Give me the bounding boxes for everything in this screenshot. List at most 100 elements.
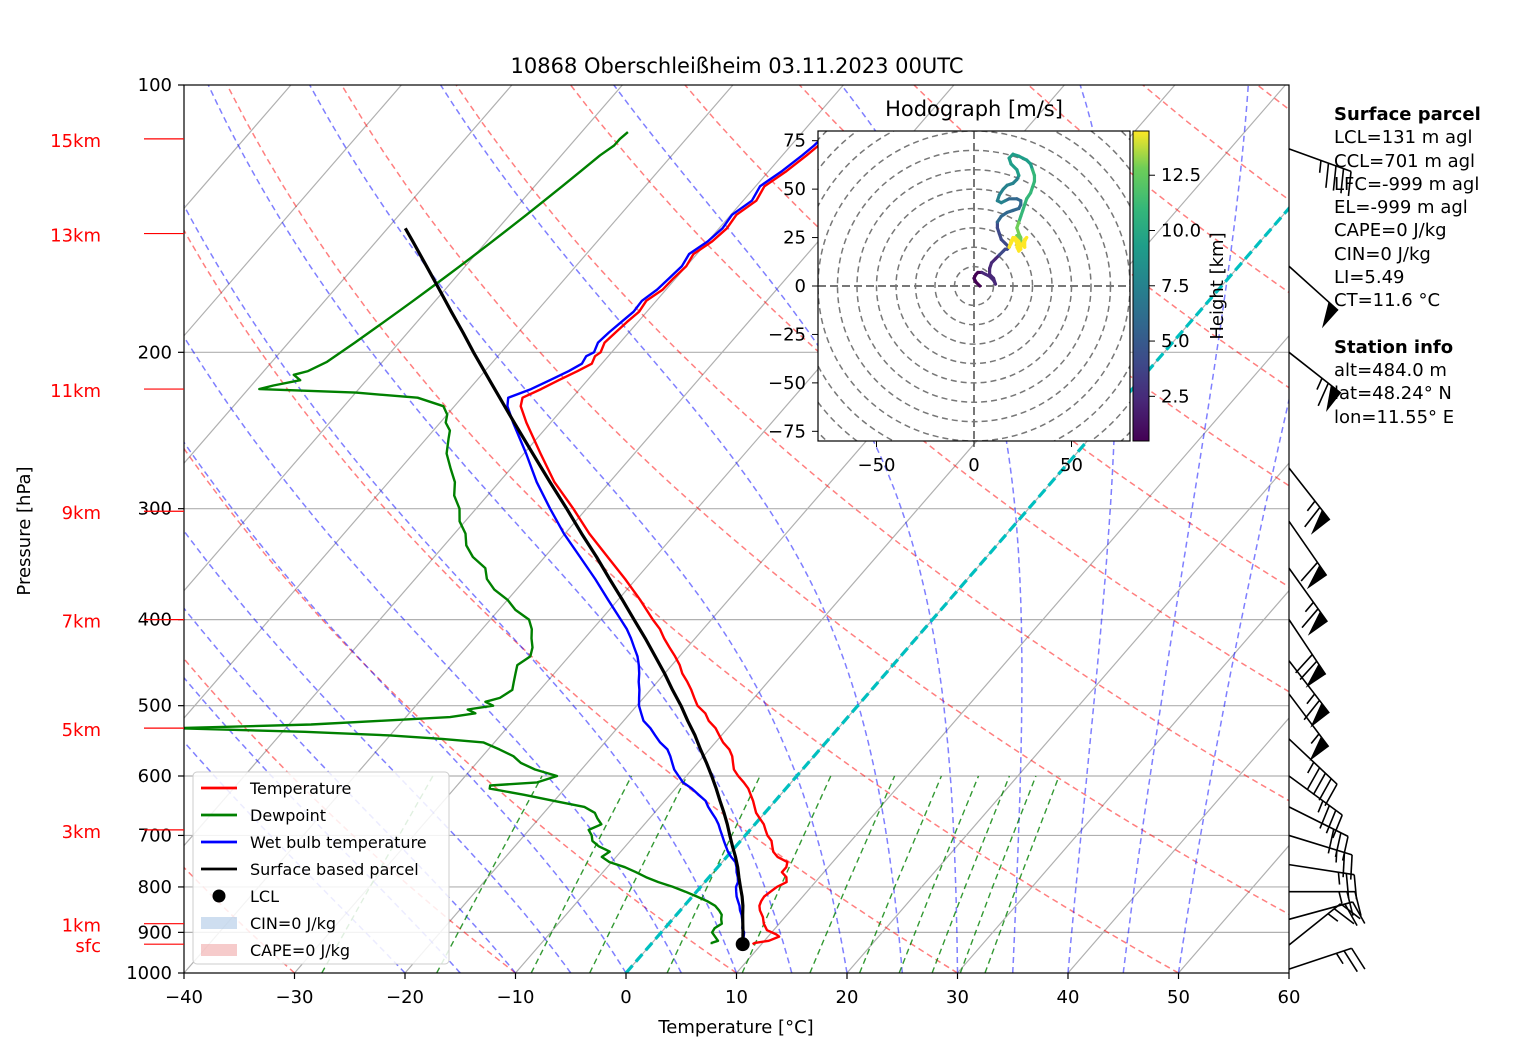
chart-title: 10868 Oberschleißheim 03.11.2023 00UTC	[511, 54, 964, 78]
barb-feather	[1340, 903, 1361, 920]
lcl-value: LCL=131 m agl	[1334, 127, 1473, 149]
wind-barb	[1288, 148, 1352, 197]
barb-feather	[1347, 171, 1352, 197]
isotherm-line	[515, 85, 1286, 973]
y-tick-label: 700	[138, 825, 172, 846]
barb-feather	[1303, 699, 1321, 721]
barb-feather	[1295, 654, 1313, 674]
barb-feather	[1319, 805, 1331, 829]
barb-feather	[1324, 783, 1338, 807]
hodograph-y-tick-label: 25	[783, 228, 806, 249]
height-label: 15km	[50, 131, 101, 152]
moist-adiabat-line	[184, 441, 627, 973]
barb-feather	[1344, 903, 1358, 926]
height-label: sfc	[75, 936, 101, 957]
barb-feather	[1350, 947, 1366, 970]
isotherm-line	[1067, 717, 1289, 973]
mixing-ratio-line	[666, 775, 761, 973]
wind-barb	[1288, 903, 1361, 946]
dry-adiabat-line	[184, 447, 737, 973]
barb-feather	[1316, 377, 1323, 390]
x-tick-label: 40	[1057, 987, 1080, 1008]
barb-feather	[1306, 767, 1321, 790]
hodograph-rings	[818, 131, 1130, 441]
moist-adiabat-line	[439, 85, 904, 973]
legend-swatch	[201, 917, 237, 929]
background-lines	[184, 85, 1289, 973]
colorbar-tick-label: 12.5	[1161, 165, 1201, 186]
wind-barb	[1288, 693, 1330, 762]
wind-barb	[1288, 775, 1343, 839]
barb-flag	[1310, 509, 1330, 535]
legend-label: Temperature	[249, 779, 351, 798]
barb-feather	[1301, 608, 1319, 629]
barb-flag	[1307, 611, 1328, 636]
hodograph-y-tick-label: 50	[783, 179, 806, 200]
barb-feather	[1300, 561, 1319, 582]
wind-barb	[1288, 265, 1339, 329]
x-tick-label: 20	[836, 987, 859, 1008]
barb-flag	[1322, 301, 1339, 329]
colorbar-tick-label: 7.5	[1161, 276, 1190, 297]
wind-barb	[1288, 806, 1349, 861]
isotherm-line	[957, 589, 1289, 973]
barb-flag	[1310, 702, 1330, 728]
moist-adiabat-line	[184, 607, 517, 973]
hodograph-y-tick-label: −75	[768, 421, 806, 442]
barb-feather	[1345, 873, 1350, 899]
mixing-ratio-line	[809, 775, 896, 973]
y-tick-label: 600	[138, 766, 172, 787]
barb-shaft	[1288, 148, 1352, 173]
mixing-ratio-line	[436, 775, 543, 973]
isotherm-line	[846, 462, 1289, 973]
colorbar-tick-label: 10.0	[1161, 221, 1201, 242]
isotherm-line	[184, 85, 402, 337]
wind-barb	[1288, 520, 1328, 590]
barb-feather	[1327, 913, 1339, 922]
moist-adiabat-line	[1067, 85, 1117, 973]
barb-feather	[1333, 908, 1355, 925]
y-tick-label: 500	[138, 696, 172, 717]
y-tick-label: 300	[138, 499, 172, 520]
axes: −40 −30 −20 −10 0 10 20 30 40 50 60100200300400500…	[126, 75, 1300, 1008]
colorbar-tick-label: 2.5	[1161, 386, 1190, 407]
height-label: 11km	[50, 381, 101, 402]
wind-barb	[1288, 619, 1327, 688]
colorbar-label: Height [km]	[1207, 232, 1228, 339]
x-tick-label: 0	[620, 987, 631, 1008]
wind-barb	[1288, 660, 1330, 728]
wind-barb	[1288, 901, 1366, 926]
barb-shaft	[1288, 619, 1327, 675]
y-tick-label: 200	[138, 342, 172, 363]
y-tick-label: 100	[138, 75, 172, 96]
longitude-value: lon=11.55° E	[1334, 406, 1455, 428]
barb-feather	[1351, 901, 1366, 924]
barb-shaft	[1288, 903, 1342, 946]
wind-barb	[1288, 467, 1331, 535]
barb-feather	[1335, 952, 1344, 965]
height-label: 1km	[62, 916, 101, 937]
wind-barb	[1288, 947, 1366, 973]
x-tick-label: 30	[946, 987, 969, 1008]
moist-adiabat-line	[184, 335, 682, 973]
barb-shaft	[1288, 775, 1343, 816]
series-parcel-line	[403, 227, 745, 945]
mixing-ratio-line	[898, 775, 980, 973]
mixing-ratio-line	[589, 775, 688, 973]
barb-shaft	[1288, 947, 1352, 970]
hodograph-x-tick-label: 0	[968, 455, 979, 476]
moist-adiabat-line	[1122, 85, 1250, 973]
barb-feather	[1338, 891, 1343, 904]
dry-adiabat-line	[184, 228, 958, 973]
y-tick-label: 1000	[126, 963, 172, 984]
wind-barb	[1288, 351, 1342, 412]
barb-feather	[1341, 836, 1349, 861]
height-label: 7km	[62, 612, 101, 633]
hodograph-y-tick-label: −50	[768, 373, 806, 394]
hodograph: Hodograph [m/s] −50 0 50 75 50 25 0 −25 −50 −75 2.5…	[768, 97, 1228, 476]
barb-shaft	[1288, 660, 1330, 714]
barb-feather	[1325, 809, 1337, 834]
hodograph-y-tick-label: −25	[768, 324, 806, 345]
isotherm-line	[184, 85, 513, 465]
